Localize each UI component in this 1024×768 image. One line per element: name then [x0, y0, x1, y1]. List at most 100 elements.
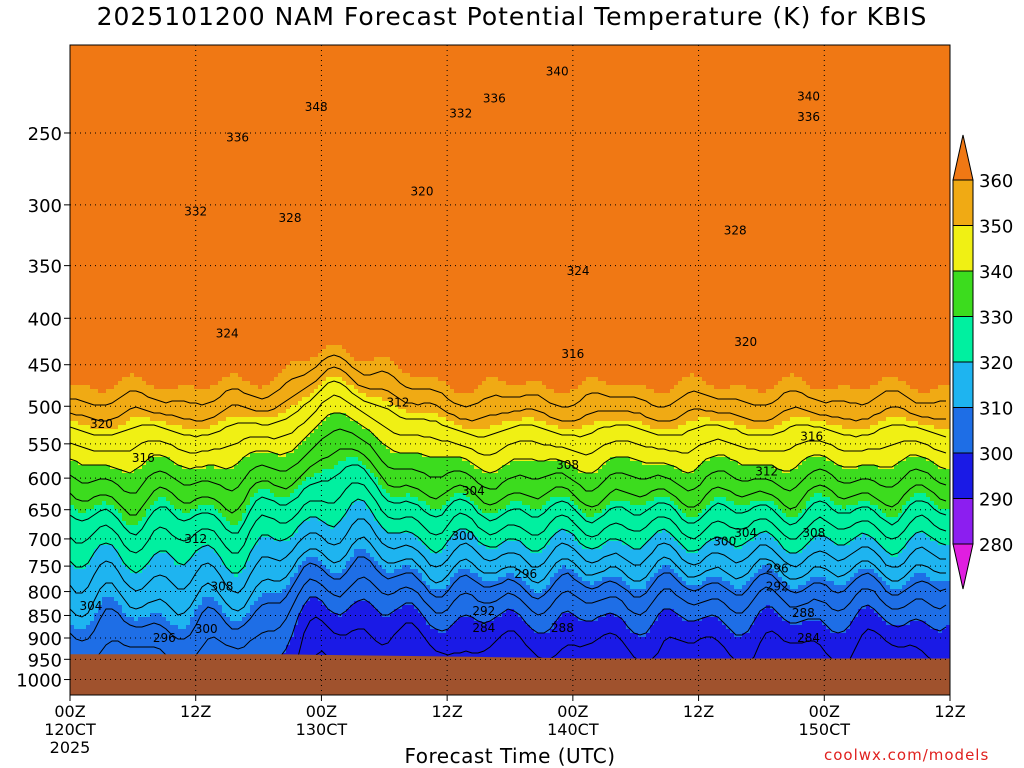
band-cell [74, 113, 79, 118]
band-cell [90, 213, 95, 218]
band-cell [170, 333, 175, 338]
band-cell [174, 469, 179, 474]
band-cell [70, 521, 75, 526]
band-cell [174, 229, 179, 234]
band-cell [78, 281, 83, 286]
band-cell [102, 153, 107, 158]
band-cell [166, 581, 171, 586]
band-cell [162, 65, 167, 70]
band-cell [70, 213, 75, 218]
band-cell [90, 165, 95, 170]
band-cell [190, 297, 195, 302]
band-cell [90, 189, 95, 194]
band-cell [162, 217, 167, 222]
band-cell [82, 449, 87, 454]
band-cell [158, 221, 163, 226]
band-cell [130, 141, 135, 146]
band-cell [94, 537, 99, 542]
band-cell [142, 385, 147, 390]
band-cell [122, 349, 127, 354]
band-cell [142, 89, 147, 94]
band-cell [118, 157, 123, 162]
band-cell [78, 309, 83, 314]
band-cell [146, 193, 151, 198]
band-cell [162, 321, 167, 326]
band-cell [130, 173, 135, 178]
band-cell [106, 485, 111, 490]
band-cell [102, 497, 107, 502]
band-cell [110, 169, 115, 174]
band-cell [134, 493, 139, 498]
band-cell [134, 289, 139, 294]
band-cell [94, 97, 99, 102]
band-cell [170, 73, 175, 78]
band-cell [70, 357, 75, 362]
band-cell [122, 213, 127, 218]
band-cell [122, 57, 127, 62]
band-cell [174, 241, 179, 246]
band-cell [146, 101, 151, 106]
band-cell [78, 321, 83, 326]
band-cell [178, 69, 183, 74]
band-cell [102, 173, 107, 178]
band-cell [142, 621, 147, 626]
band-cell [186, 617, 191, 622]
band-cell [78, 593, 83, 598]
band-cell [70, 253, 75, 258]
band-cell [186, 77, 191, 82]
band-cell [118, 165, 123, 170]
band-cell [86, 121, 91, 126]
band-cell [134, 301, 139, 306]
band-cell [86, 541, 91, 546]
band-cell [162, 45, 167, 50]
band-cell [138, 629, 143, 634]
band-cell [162, 577, 167, 582]
band-cell [142, 569, 147, 574]
band-cell [126, 453, 131, 458]
band-cell [162, 521, 167, 526]
band-cell [166, 117, 171, 122]
band-cell [114, 225, 119, 230]
band-cell [102, 377, 107, 382]
band-cell [82, 221, 87, 226]
band-cell [78, 113, 83, 118]
band-cell [106, 613, 111, 618]
band-cell [170, 81, 175, 86]
band-cell [98, 349, 103, 354]
band-cell [170, 193, 175, 198]
band-cell [126, 169, 131, 174]
band-cell [110, 321, 115, 326]
band-cell [82, 545, 87, 550]
band-cell [126, 225, 131, 230]
band-cell [158, 305, 163, 310]
band-cell [78, 349, 83, 354]
band-cell [170, 449, 175, 454]
band-cell [190, 145, 195, 150]
band-cell [110, 409, 115, 414]
band-cell [174, 269, 179, 274]
band-cell [98, 69, 103, 74]
band-cell [158, 245, 163, 250]
band-cell [158, 385, 163, 390]
band-cell [106, 569, 111, 574]
band-cell [166, 293, 171, 298]
band-cell [146, 209, 151, 214]
band-cell [118, 389, 123, 394]
band-cell [118, 325, 123, 330]
band-cell [162, 421, 167, 426]
band-cell [162, 389, 167, 394]
band-cell [74, 357, 79, 362]
band-cell [134, 565, 139, 570]
band-cell [150, 341, 155, 346]
band-cell [82, 173, 87, 178]
band-cell [74, 629, 79, 634]
band-cell [70, 581, 75, 586]
band-cell [74, 189, 79, 194]
band-cell [178, 81, 183, 86]
band-cell [78, 325, 83, 330]
band-cell [190, 425, 195, 430]
band-cell [70, 309, 75, 314]
band-cell [106, 609, 111, 614]
band-cell [70, 249, 75, 254]
band-cell [182, 245, 187, 250]
